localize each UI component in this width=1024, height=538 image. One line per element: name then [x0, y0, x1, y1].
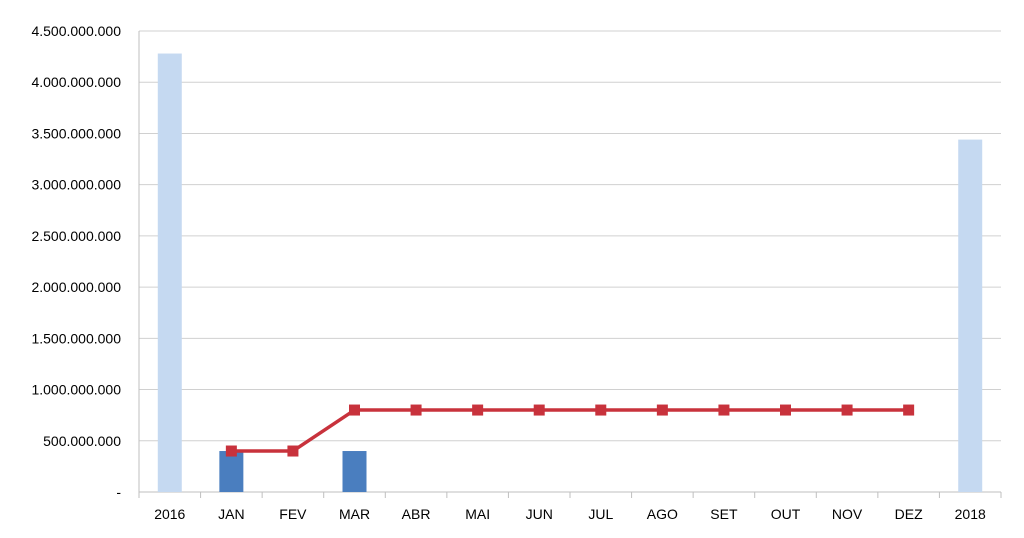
line-marker [410, 404, 422, 416]
y-tick-label: 1.000.000.000 [31, 382, 121, 398]
bar [219, 451, 244, 492]
x-tick-label: ABR [402, 506, 431, 522]
y-tick-label: 4.000.000.000 [31, 74, 121, 90]
bars [157, 53, 983, 492]
line-marker [841, 404, 853, 416]
x-tick-label: MAI [465, 506, 490, 522]
bar [958, 139, 983, 492]
y-tick-label: 2.000.000.000 [31, 279, 121, 295]
line-marker [533, 404, 545, 416]
y-tick-label: 3.000.000.000 [31, 177, 121, 193]
x-tick-label: 2016 [154, 506, 185, 522]
x-tick-label: SET [710, 506, 738, 522]
x-tick-label: JUN [526, 506, 553, 522]
y-axis-ticks: - 500.000.000 1.000.000.000 1.500.000.000 2.… [31, 23, 121, 500]
line-marker [287, 445, 299, 457]
line-marker [780, 404, 791, 416]
y-tick-label: 4.500.000.000 [31, 23, 121, 39]
x-tick-label: JUL [588, 506, 613, 522]
series-line [231, 408, 909, 453]
y-tick-label: 3.500.000.000 [31, 125, 121, 141]
x-tick-label: DEZ [895, 506, 923, 522]
x-tick-label: OUT [771, 506, 801, 522]
x-tick-label: AGO [647, 506, 678, 522]
y-tick-label: 500.000.000 [43, 433, 121, 449]
y-tick-label: 1.500.000.000 [31, 330, 121, 346]
x-tick-label: JAN [218, 506, 244, 522]
x-axis-ticks: 2016 JAN FEV MAR ABR MAI JUN JUL AGO SET OUT NOV DEZ… [154, 506, 986, 522]
bar [342, 451, 367, 492]
y-tick-label: - [116, 484, 121, 500]
y-tick-label: 2.500.000.000 [31, 228, 121, 244]
line-marker [656, 404, 668, 416]
x-tick-label: NOV [832, 506, 863, 522]
bar [157, 53, 182, 492]
x-tick-label: 2018 [955, 506, 986, 522]
line-series [225, 404, 915, 457]
line-marker [718, 404, 730, 416]
line-marker [472, 404, 484, 416]
line-marker [903, 404, 915, 416]
line-marker [225, 445, 237, 457]
line-marker [349, 404, 360, 416]
line-marker [595, 404, 607, 416]
gridlines [138, 30, 1002, 498]
x-tick-label: MAR [339, 506, 370, 522]
x-tick-label: FEV [279, 506, 307, 522]
